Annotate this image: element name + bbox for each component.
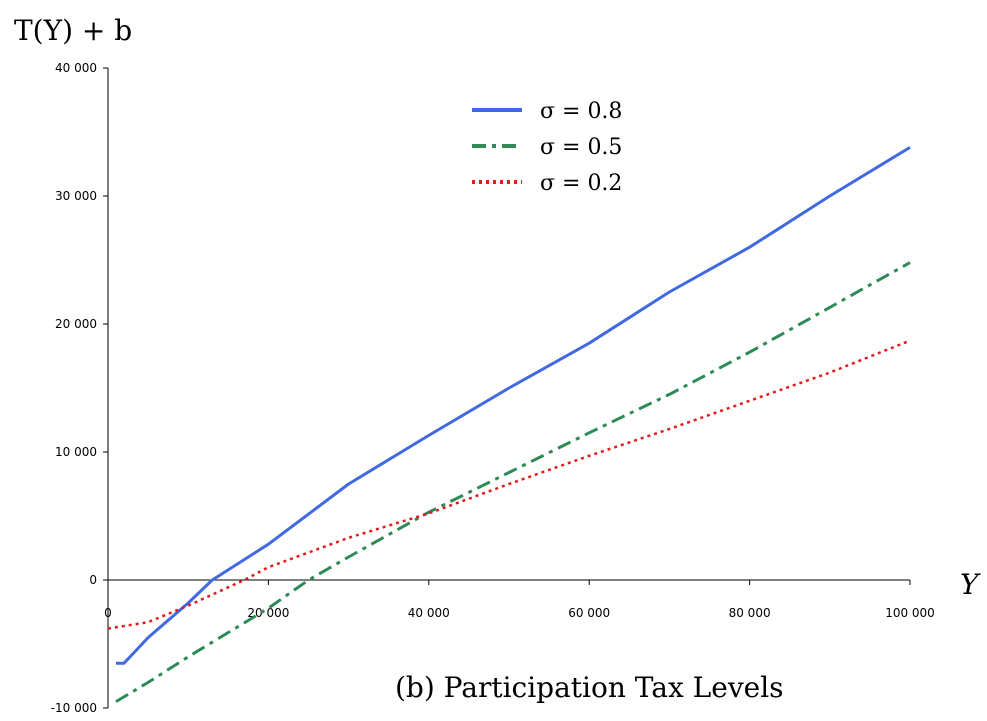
y-tick-label: 30 000: [55, 189, 97, 203]
legend-label-2: σ = 0.5: [540, 135, 622, 160]
series-line-3: [107, 339, 911, 630]
x-tick-label: 80 000: [729, 606, 771, 620]
axes: [107, 68, 910, 708]
chart-caption: (b) Participation Tax Levels: [395, 671, 784, 704]
legend: σ = 0.8 σ = 0.5 σ = 0.2: [472, 99, 622, 196]
y-tick-label: -10 000: [51, 701, 97, 715]
x-tick-label: 40 000: [408, 606, 450, 620]
x-tick-label: 0: [104, 606, 112, 620]
y-tick-label: 10 000: [55, 445, 97, 459]
y-tick-label: 20 000: [55, 317, 97, 331]
x-tick-label: 60 000: [568, 606, 610, 620]
x-axis-ticks: 0 20 000 40 000 60 000 80 000 100 000: [104, 580, 935, 620]
legend-label-1: σ = 0.8: [540, 99, 622, 124]
legend-label-3: σ = 0.2: [540, 171, 622, 196]
y-tick-label: 0: [89, 573, 97, 587]
y-tick-label: 40 000: [55, 61, 97, 75]
x-tick-label: 20 000: [247, 606, 289, 620]
x-tick-label: 100 000: [885, 606, 935, 620]
y-axis-title: T(Y) + b: [14, 14, 132, 47]
y-axis-ticks: -10 000 0 10 000 20 000 30 000 40 000: [51, 61, 108, 715]
series-line-2: [115, 261, 911, 703]
x-axis-title: Y: [960, 568, 981, 601]
series-line-1: [116, 146, 911, 665]
series-lines: [107, 146, 911, 703]
